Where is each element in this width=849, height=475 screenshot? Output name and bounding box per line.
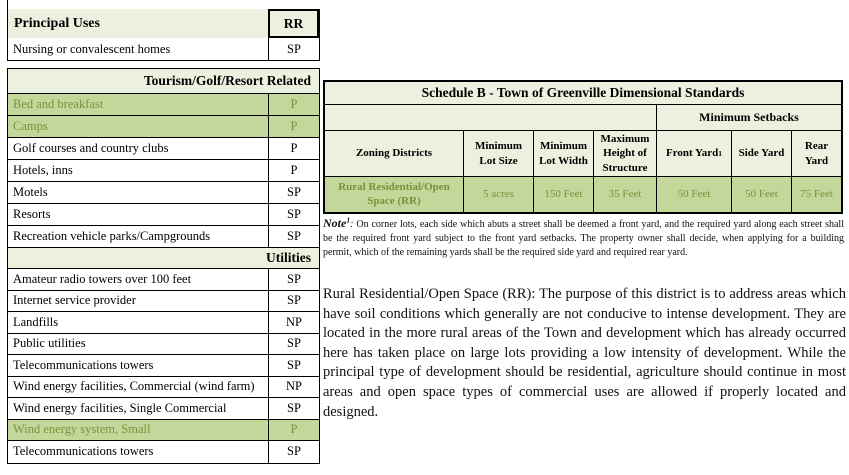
column-header-front-yard: Front Yard 1 [657, 131, 732, 177]
table-cutoff-strip [7, 0, 320, 9]
note-label: Note [323, 216, 347, 230]
column-header-rear-yard: Rear Yard [792, 131, 841, 177]
table-header-row: Principal Uses RR [8, 9, 319, 38]
section-header-utilities: Utilities [8, 248, 319, 269]
use-permission: SP [268, 226, 319, 247]
use-label: Hotels, inns [13, 163, 73, 177]
column-header-min-lot-width: Minimum Lot Width [534, 131, 594, 177]
schedule-b-table: Schedule B - Town of Greenville Dimensio… [323, 80, 843, 214]
use-permission: SP [268, 38, 319, 60]
use-row: Bed and breakfast P [8, 94, 319, 116]
district-code-heading: RR [268, 9, 319, 38]
use-permission: SP [268, 182, 319, 203]
principal-uses-header-block: Principal Uses RR Nursing or convalescen… [7, 9, 320, 61]
use-permission: P [268, 94, 319, 115]
use-row: Motels SP [8, 182, 319, 204]
min-lot-width-value: 150 Feet [534, 177, 594, 212]
use-row: Internet service provider SP [8, 290, 319, 312]
use-permission: P [268, 116, 319, 137]
use-label: Bed and breakfast [13, 97, 104, 111]
use-permission: SP [268, 333, 319, 354]
use-row: Wind energy system, Small P [8, 419, 319, 441]
note-colon: : [350, 219, 357, 230]
schedule-footnote: Note1: On corner lots, each side which a… [323, 215, 844, 259]
district-description: Rural Residential/Open Space (RR): The p… [323, 286, 846, 420]
min-lot-size-value: 5 acres [464, 177, 534, 212]
note-body: On corner lots, each side which abuts a … [323, 219, 844, 258]
minimum-setbacks-heading: Minimum Setbacks [657, 105, 841, 131]
use-label: Amateur radio towers over 100 feet [13, 271, 192, 286]
principal-uses-table: Principal Uses RR Nursing or convalescen… [7, 0, 320, 464]
column-header-zoning-districts: Zoning Districts [325, 131, 464, 177]
use-row: Wind energy facilities, Commercial (wind… [8, 376, 319, 398]
use-label: Golf courses and country clubs [13, 141, 169, 155]
use-row: Landfills NP [8, 312, 319, 334]
use-permission: SP [268, 441, 319, 463]
use-row: Resorts SP [8, 204, 319, 226]
use-permission: SP [268, 355, 319, 376]
use-permission: SP [268, 290, 319, 311]
schedule-empty-cell [325, 105, 657, 131]
column-header-min-lot-size: Minimum Lot Size [464, 131, 534, 177]
max-height-value: 35 Feet [594, 177, 657, 212]
use-permission: SP [268, 204, 319, 225]
use-permission: NP [268, 312, 319, 333]
rear-yard-value: 75 Feet [792, 177, 841, 212]
use-label: Camps [13, 119, 48, 133]
use-row: Telecommunications towers SP [8, 355, 319, 377]
use-row: Golf courses and country clubs P [8, 138, 319, 160]
use-permission: P [268, 160, 319, 181]
use-permission: NP [268, 376, 319, 397]
use-permission: SP [268, 269, 319, 290]
column-header-max-height: Maximum Height of Structure [594, 131, 657, 177]
use-row: Nursing or convalescent homes SP [8, 38, 319, 60]
use-permission: P [268, 138, 319, 159]
use-row: Recreation vehicle parks/Campgrounds SP [8, 226, 319, 248]
use-label: Landfills [13, 314, 59, 329]
use-row: Wind energy facilities, Single Commercia… [8, 398, 319, 420]
column-header-side-yard: Side Yard [732, 131, 792, 177]
section-header-tourism: Tourism/Golf/Resort Related [8, 69, 319, 94]
note-footnote-marker: 1 [346, 215, 351, 225]
front-yard-value: 50 Feet [657, 177, 732, 212]
use-row: Camps P [8, 116, 319, 138]
use-permission: P [268, 419, 319, 440]
use-label: Public utilities [13, 336, 86, 351]
use-label: Telecommunications towers [13, 357, 154, 372]
use-row: Amateur radio towers over 100 feet SP [8, 269, 319, 291]
use-label: Wind energy facilities, Single Commercia… [13, 400, 227, 415]
use-row: Telecommunications towers SP [8, 441, 319, 463]
use-label: Motels [13, 185, 48, 199]
side-yard-value: 50 Feet [732, 177, 792, 212]
table-gap [7, 61, 320, 68]
schedule-b-title: Schedule B - Town of Greenville Dimensio… [325, 82, 841, 105]
use-permission: SP [268, 398, 319, 419]
use-label: Nursing or convalescent homes [13, 41, 171, 56]
use-label: Internet service provider [13, 293, 136, 308]
front-yard-label: Front Yard [666, 147, 719, 160]
use-label: Wind energy system, Small [13, 422, 151, 437]
use-label: Recreation vehicle parks/Campgrounds [13, 229, 211, 243]
use-row: Public utilities SP [8, 333, 319, 355]
use-sections-block: Tourism/Golf/Resort Related Bed and brea… [7, 68, 320, 464]
use-label: Wind energy facilities, Commercial (wind… [13, 379, 255, 394]
principal-uses-heading: Principal Uses [14, 15, 100, 31]
use-label: Resorts [13, 207, 51, 221]
use-label: Telecommunications towers [13, 444, 154, 459]
use-row: Hotels, inns P [8, 160, 319, 182]
district-name-cell: Rural Residential/Open Space (RR) [325, 177, 464, 212]
